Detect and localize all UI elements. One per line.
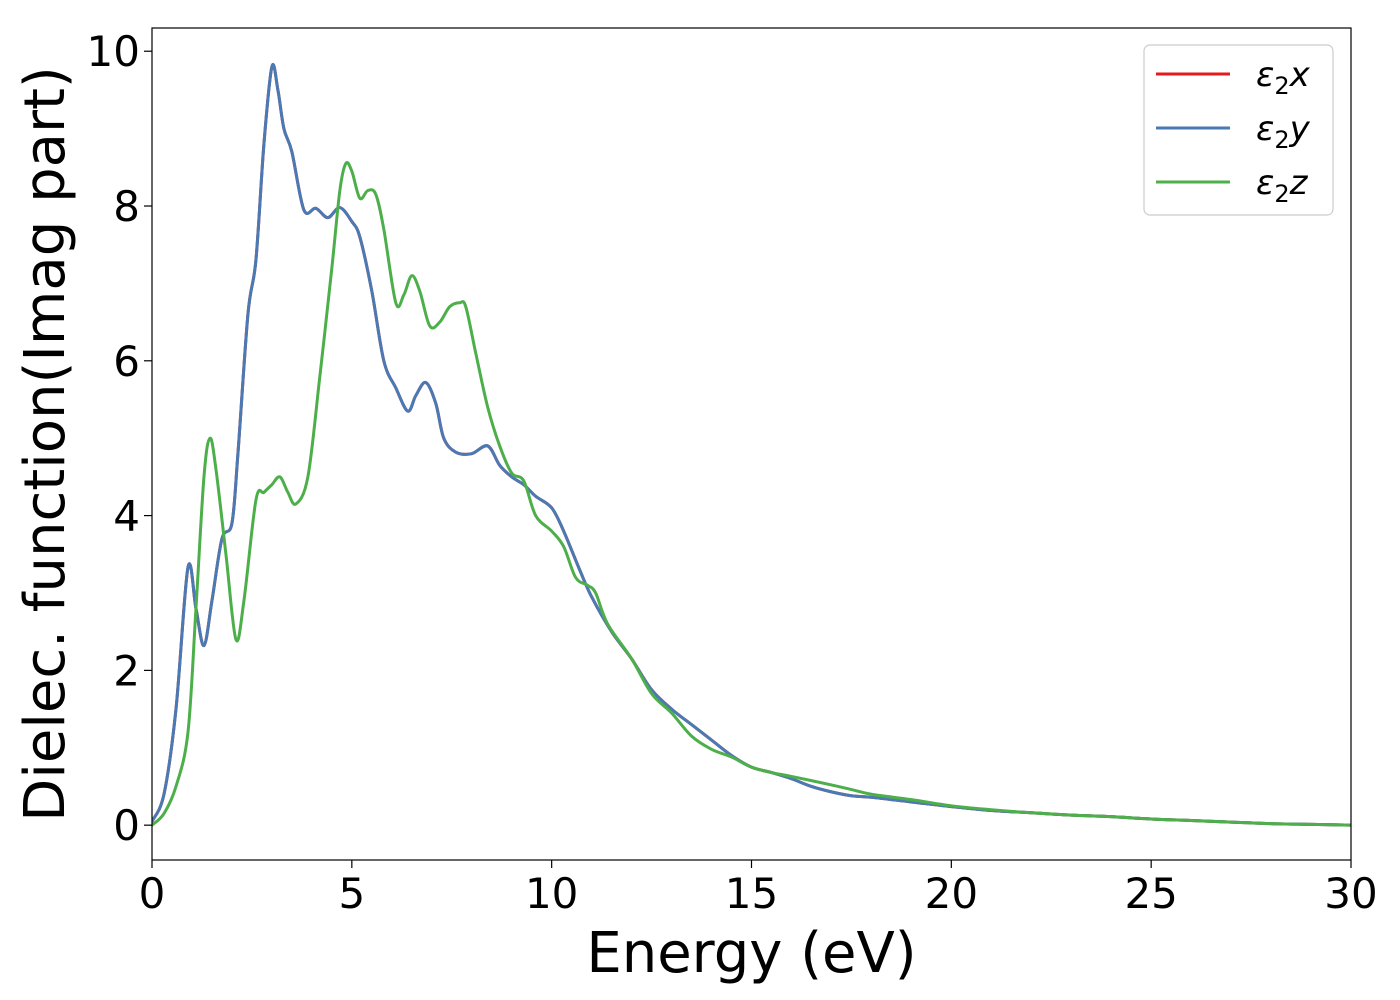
x-tick-label: 15 [725, 869, 778, 918]
legend-label-y: ε2y [1256, 109, 1311, 154]
y-axis-ticks: 0 2 4 6 8 10 [87, 27, 152, 850]
legend: ε2x ε2y ε2z [1143, 44, 1334, 216]
y-tick-label: 10 [87, 27, 140, 76]
legend-label-z: ε2z [1256, 163, 1309, 208]
x-tick-label: 25 [1124, 869, 1177, 918]
y-tick-label: 8 [113, 182, 140, 231]
x-axis-ticks: 0 5 10 15 20 25 30 [139, 860, 1378, 918]
x-tick-label: 30 [1324, 869, 1377, 918]
x-tick-label: 5 [338, 869, 365, 918]
y-tick-label: 0 [113, 801, 140, 850]
series-layer [152, 63, 1351, 827]
x-tick-label: 0 [139, 869, 166, 918]
y-tick-label: 4 [113, 492, 140, 541]
series-line-z [152, 160, 1351, 827]
legend-label-x: ε2x [1256, 55, 1311, 100]
x-tick-label: 10 [525, 869, 578, 918]
y-tick-label: 2 [113, 646, 140, 695]
x-tick-label: 20 [925, 869, 978, 918]
y-tick-label: 6 [113, 337, 140, 386]
series-line-y [152, 63, 1351, 827]
y-axis-title: Dielec. function(Imag part) [13, 66, 78, 822]
legend-box [1143, 44, 1334, 216]
x-axis-title: Energy (eV) [586, 921, 916, 986]
